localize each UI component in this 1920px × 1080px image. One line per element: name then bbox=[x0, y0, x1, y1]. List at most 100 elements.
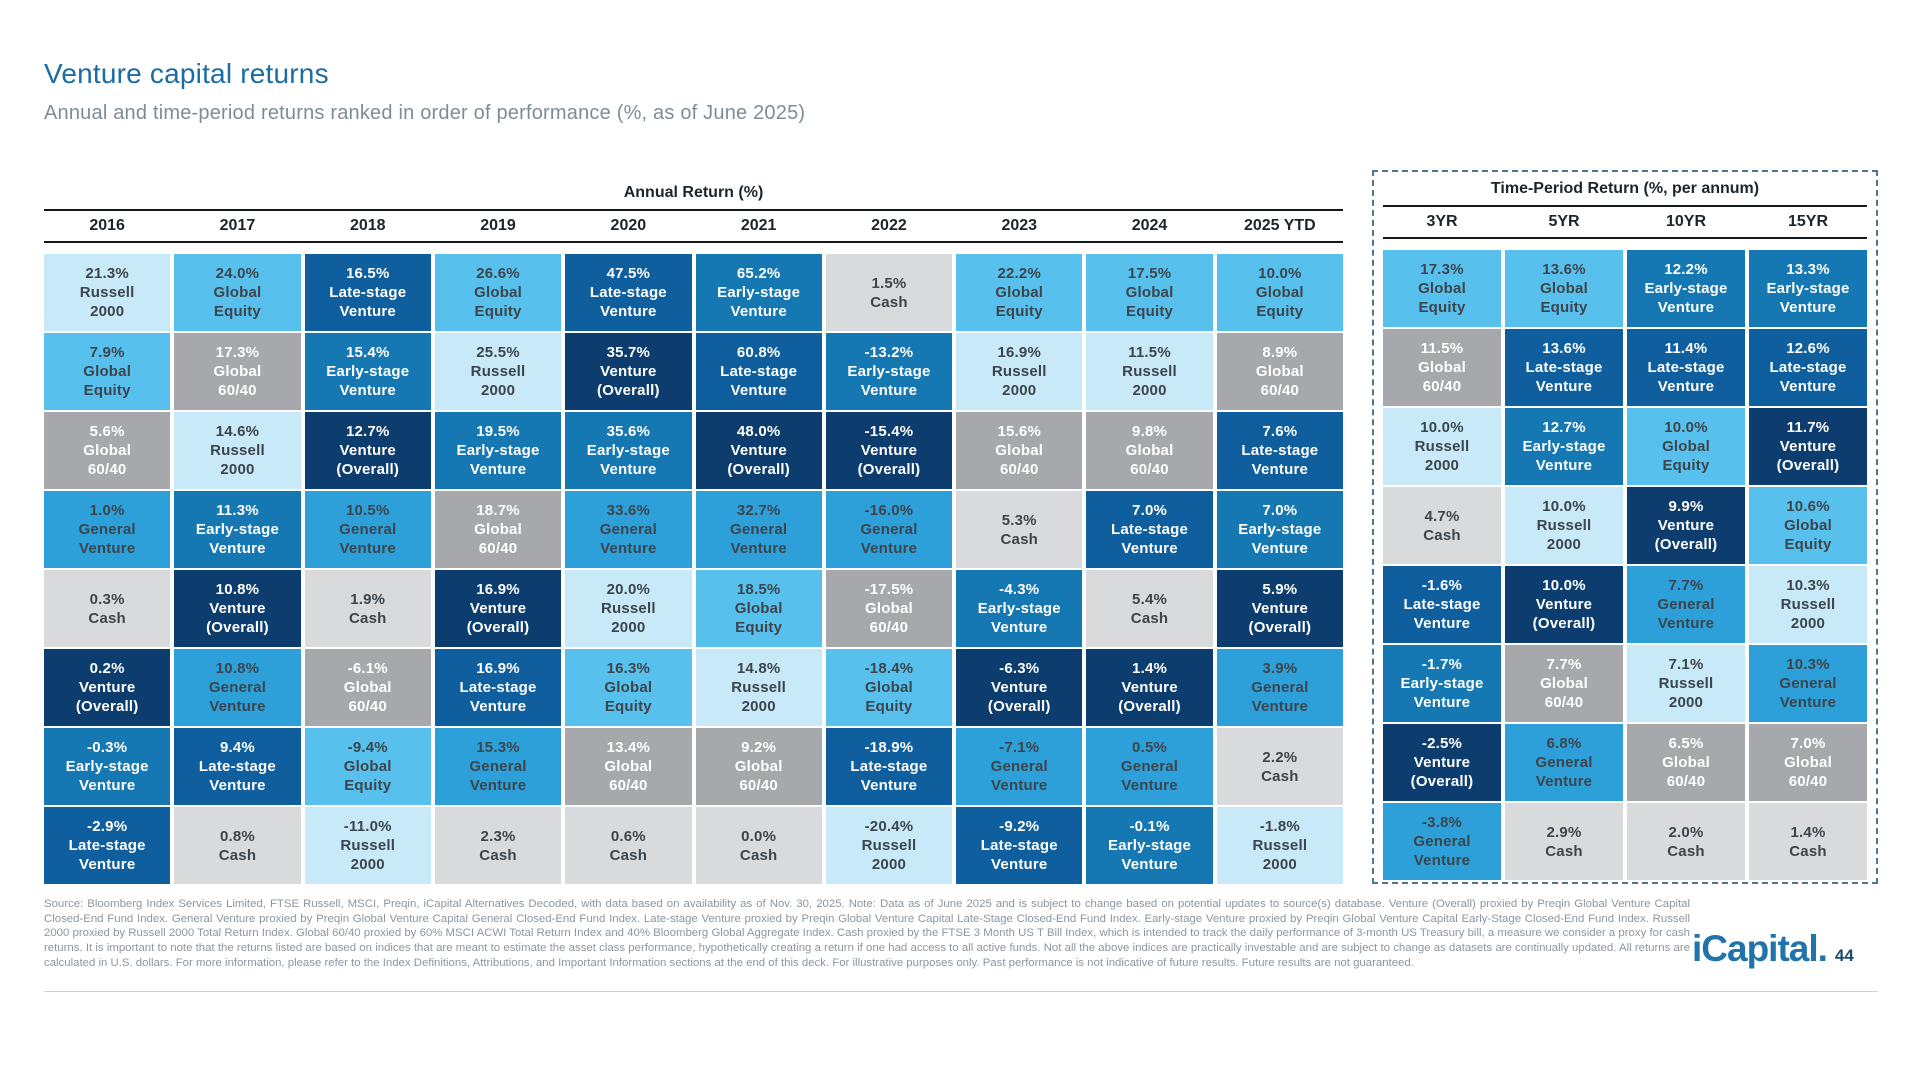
column-header: 2023 bbox=[1001, 217, 1038, 234]
cell-asset-label: 60/40 bbox=[739, 777, 778, 794]
return-cell: 7.0% Late-stage Venture bbox=[1086, 491, 1213, 568]
return-cell: 15.4% Early-stage Venture bbox=[304, 333, 431, 410]
cell-asset-label: General bbox=[1120, 758, 1179, 775]
cell-value: 2.2% bbox=[1262, 748, 1298, 766]
cell-value: -15.4% bbox=[864, 423, 914, 440]
cell-asset-label: (Overall) bbox=[1410, 773, 1474, 790]
cell-asset-label: Russell bbox=[1122, 363, 1177, 380]
cell-asset-label: Late-stage bbox=[1525, 359, 1603, 376]
cell-asset-label: Venture bbox=[339, 303, 396, 320]
return-cell: 35.6% Early-stage Venture bbox=[565, 412, 692, 489]
cell-value: -2.5% bbox=[1421, 735, 1463, 752]
annual-column-headers: 2016 2017 2018 2019 2020 2021 2022 2023 2024 2025… bbox=[44, 209, 1343, 243]
return-cell: 10.0% Venture (Overall) bbox=[1505, 566, 1623, 643]
cell-asset-label: Global bbox=[1784, 754, 1832, 771]
cell-asset-label: Global bbox=[343, 758, 392, 775]
cell-value: 25.5% bbox=[476, 344, 520, 361]
return-cell: -9.4% Global Equity bbox=[304, 728, 431, 805]
cell-value: -16.0% bbox=[864, 502, 914, 519]
cell-asset-label: Early-stage bbox=[1108, 837, 1192, 854]
column-header: 2022 bbox=[871, 217, 907, 234]
return-cell: 16.9% Venture (Overall) bbox=[434, 570, 562, 647]
cell-value: -1.6% bbox=[1421, 577, 1463, 594]
cell-asset-label: Global bbox=[83, 442, 132, 459]
return-cell: 7.7% General Venture bbox=[1627, 566, 1745, 643]
cell-value: -6.3% bbox=[999, 660, 1040, 677]
return-cell: -0.1% Early-stage Venture bbox=[1086, 807, 1213, 884]
return-cell: 7.0% Early-stage Venture bbox=[1216, 491, 1343, 568]
cell-asset-label: Global bbox=[1125, 442, 1174, 459]
return-cell: 18.7% Global 60/40 bbox=[434, 491, 562, 568]
footer-divider bbox=[44, 991, 1878, 992]
return-cell: 1.4% Cash bbox=[1749, 803, 1867, 880]
cell-value: 7.0% bbox=[1132, 502, 1168, 519]
cell-value: 1.9% bbox=[350, 590, 386, 608]
cell-value: 0.6% bbox=[610, 827, 646, 845]
cell-value: 2.9% bbox=[1546, 823, 1582, 841]
cell-asset-label: Venture bbox=[1121, 679, 1178, 696]
cell-asset-label: Early-stage bbox=[195, 521, 279, 538]
return-cell: 4.7% Cash bbox=[1383, 487, 1501, 564]
return-cell: -15.4% Venture (Overall) bbox=[825, 412, 953, 489]
return-cell: 1.0% General Venture bbox=[44, 491, 171, 568]
cell-value: 10.8% bbox=[215, 660, 260, 677]
cell-asset-label: General bbox=[599, 521, 657, 538]
cell-asset-label: Venture bbox=[1779, 378, 1837, 395]
cell-value: 9.9% bbox=[1668, 498, 1704, 515]
return-cell: 11.3% Early-stage Venture bbox=[174, 491, 301, 568]
return-cell: -6.1% Global 60/40 bbox=[304, 649, 431, 726]
cell-asset-label: Early-stage bbox=[1238, 521, 1322, 538]
cell-asset-label: Venture bbox=[600, 363, 657, 380]
cell-asset-label: Global bbox=[1540, 280, 1588, 297]
cell-asset-label: General bbox=[730, 521, 788, 538]
cell-asset-label: Russell bbox=[861, 837, 917, 854]
cell-asset-label: Equity bbox=[1418, 299, 1466, 316]
cell-asset-label: 60/40 bbox=[478, 540, 518, 557]
cell-asset-label: Russell bbox=[470, 363, 526, 380]
cell-value: -18.4% bbox=[864, 660, 914, 677]
cell-asset-label: (Overall) bbox=[336, 461, 400, 478]
return-cell: -1.8% Russell 2000 bbox=[1216, 807, 1343, 884]
return-cell: -7.1% General Venture bbox=[956, 728, 1083, 805]
cell-asset-label: 2000 bbox=[1546, 536, 1582, 553]
cell-value: 7.1% bbox=[1668, 656, 1704, 673]
cell-value: 32.7% bbox=[736, 502, 781, 519]
return-cell: -13.2% Early-stage Venture bbox=[825, 333, 953, 410]
cell-asset-label: Russell bbox=[1658, 675, 1714, 692]
cell-value: 10.0% bbox=[1664, 419, 1708, 436]
cell-value: 9.4% bbox=[219, 739, 255, 756]
cell-asset-label: Venture bbox=[209, 540, 266, 557]
cell-value: 17.5% bbox=[1127, 265, 1172, 282]
cell-asset-label: Late-stage bbox=[1241, 442, 1319, 459]
cell-value: 0.0% bbox=[741, 827, 777, 845]
cell-value: 20.0% bbox=[606, 581, 651, 598]
return-cell: 33.6% General Venture bbox=[565, 491, 692, 568]
cell-asset-label: Global bbox=[83, 363, 132, 380]
cell-asset-label: Global bbox=[1540, 675, 1588, 692]
cell-asset-label: Early-stage bbox=[65, 758, 149, 775]
cell-asset-label: Late-stage bbox=[329, 284, 407, 301]
cell-value: 10.0% bbox=[1542, 498, 1586, 515]
cell-value: 7.7% bbox=[1668, 577, 1704, 594]
return-cell: 9.9% Venture (Overall) bbox=[1627, 487, 1745, 564]
return-cell: 2.3% Cash bbox=[434, 807, 562, 884]
cell-asset-label: General bbox=[1413, 833, 1471, 850]
cell-asset-label: Equity bbox=[735, 619, 783, 636]
cell-asset-label: 2000 bbox=[350, 856, 385, 873]
cell-asset-label: (Overall) bbox=[987, 698, 1051, 715]
cell-value: -17.5% bbox=[864, 581, 914, 598]
return-cell: 0.8% Cash bbox=[174, 807, 301, 884]
cell-value: -3.8% bbox=[1421, 814, 1463, 831]
return-cell: 16.3% Global Equity bbox=[565, 649, 692, 726]
cell-asset-label: (Overall) bbox=[1118, 698, 1181, 715]
return-cell: 9.8% Global 60/40 bbox=[1086, 412, 1213, 489]
return-cell: -3.8% General Venture bbox=[1383, 803, 1501, 880]
icapital-logo-text: iCapital. bbox=[1692, 928, 1828, 969]
return-cell: 17.5% Global Equity bbox=[1086, 254, 1213, 331]
cell-asset-label: Venture bbox=[860, 382, 918, 399]
cell-value: 5.3% bbox=[1001, 511, 1037, 529]
cell-value: 7.9% bbox=[89, 344, 125, 361]
cell-asset-label: Venture bbox=[991, 856, 1048, 873]
return-cell: -9.2% Late-stage Venture bbox=[956, 807, 1083, 884]
cell-value: -0.3% bbox=[87, 739, 128, 756]
